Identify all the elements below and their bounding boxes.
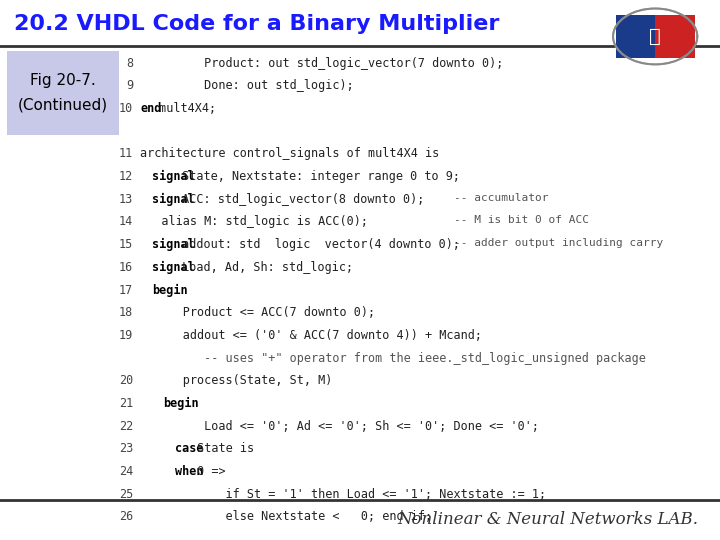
Text: 10: 10 [119, 102, 133, 115]
Text: Product: out std_logic_vector(7 downto 0);: Product: out std_logic_vector(7 downto 0… [140, 57, 504, 70]
Text: 21: 21 [119, 397, 133, 410]
Text: -- uses "+" operator from the ieee._std_logic_unsigned package: -- uses "+" operator from the ieee._std_… [140, 352, 647, 365]
Text: 16: 16 [119, 261, 133, 274]
Polygon shape [655, 15, 695, 58]
Text: 17: 17 [119, 284, 133, 296]
Text: 13: 13 [119, 193, 133, 206]
Text: architecture control_signals of mult4X4 is: architecture control_signals of mult4X4 … [140, 147, 440, 160]
Text: signal: signal [152, 261, 194, 274]
Text: 14: 14 [119, 215, 133, 228]
Text: 吉: 吉 [649, 27, 661, 46]
Text: 19: 19 [119, 329, 133, 342]
Text: when: when [174, 465, 203, 478]
Text: ACC: std_logic_vector(8 downto 0);: ACC: std_logic_vector(8 downto 0); [174, 193, 424, 206]
Text: Load, Ad, Sh: std_logic;: Load, Ad, Sh: std_logic; [174, 261, 353, 274]
Text: alias M: std_logic is ACC(0);: alias M: std_logic is ACC(0); [140, 215, 369, 228]
Text: begin: begin [163, 397, 199, 410]
FancyBboxPatch shape [7, 51, 119, 135]
Text: 24: 24 [119, 465, 133, 478]
Text: 26: 26 [119, 510, 133, 523]
Text: process(State, St, M): process(State, St, M) [140, 374, 333, 387]
Text: Nonlinear & Neural Networks LAB.: Nonlinear & Neural Networks LAB. [397, 511, 698, 528]
Text: 12: 12 [119, 170, 133, 183]
Text: 9: 9 [126, 79, 133, 92]
Text: -- accumulator: -- accumulator [454, 193, 548, 203]
Text: Fig 20-7.
(Continued): Fig 20-7. (Continued) [18, 73, 108, 113]
Text: signal: signal [152, 193, 194, 206]
Text: case: case [174, 442, 203, 455]
Text: 15: 15 [119, 238, 133, 251]
Text: -- adder output including carry: -- adder output including carry [454, 238, 663, 248]
Text: 23: 23 [119, 442, 133, 455]
Text: 8: 8 [126, 57, 133, 70]
Text: 0 =>: 0 => [190, 465, 225, 478]
Text: addout: std  logic  vector(4 downto 0);: addout: std logic vector(4 downto 0); [174, 238, 459, 251]
Polygon shape [616, 15, 655, 58]
Text: Load <= '0'; Ad <= '0'; Sh <= '0'; Done <= '0';: Load <= '0'; Ad <= '0'; Sh <= '0'; Done … [140, 420, 539, 433]
Text: end: end [140, 102, 162, 115]
Text: 18: 18 [119, 306, 133, 319]
Text: begin: begin [152, 284, 187, 296]
Text: addout <= ('0' & ACC(7 downto 4)) + Mcand;: addout <= ('0' & ACC(7 downto 4)) + Mcan… [140, 329, 482, 342]
Text: 20: 20 [119, 374, 133, 387]
Text: signal: signal [152, 170, 194, 183]
Text: 11: 11 [119, 147, 133, 160]
Text: State is: State is [190, 442, 254, 455]
Text: signal: signal [152, 238, 194, 251]
Text: -- M is bit 0 of ACC: -- M is bit 0 of ACC [454, 215, 589, 226]
Text: else Nextstate <   0; end if;: else Nextstate < 0; end if; [140, 510, 433, 523]
Text: State, Nextstate: integer range 0 to 9;: State, Nextstate: integer range 0 to 9; [174, 170, 459, 183]
Text: Done: out std_logic);: Done: out std_logic); [140, 79, 354, 92]
Text: 25: 25 [119, 488, 133, 501]
Text: 20.2 VHDL Code for a Binary Multiplier: 20.2 VHDL Code for a Binary Multiplier [14, 14, 500, 35]
Text: Product <= ACC(7 downto 0);: Product <= ACC(7 downto 0); [140, 306, 376, 319]
Text: mult4X4;: mult4X4; [152, 102, 216, 115]
Text: if St = '1' then Load <= '1'; Nextstate := 1;: if St = '1' then Load <= '1'; Nextstate … [140, 488, 546, 501]
Text: 22: 22 [119, 420, 133, 433]
